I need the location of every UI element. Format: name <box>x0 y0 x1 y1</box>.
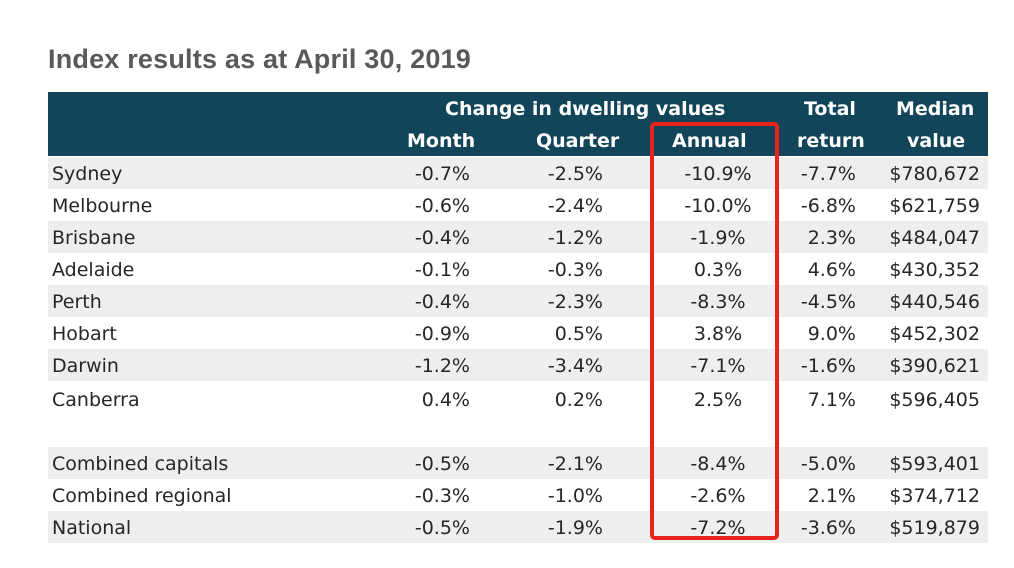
row-median-value: $621,759 <box>889 195 980 217</box>
row-quarter: -2.4% <box>547 195 603 217</box>
row-total-return: -7.7% <box>800 163 856 185</box>
row-name: National <box>52 517 132 539</box>
row-name: Melbourne <box>52 195 153 217</box>
row-name: Sydney <box>52 163 123 185</box>
row-month: -0.7% <box>414 163 470 185</box>
table-row: Adelaide -0.1% -0.3% 0.3% 4.6% $430,352 <box>48 253 988 285</box>
row-total-return: -6.8% <box>800 195 856 217</box>
row-month: 0.4% <box>421 389 470 411</box>
row-annual: -7.1% <box>690 355 746 377</box>
table-row: Sydney -0.7% -2.5% -10.9% -7.7% $780,672 <box>48 157 988 189</box>
row-quarter: -2.1% <box>547 453 603 475</box>
row-total-return: 2.1% <box>807 485 856 507</box>
row-quarter: -1.2% <box>547 227 603 249</box>
header-annual: Annual <box>672 130 747 152</box>
row-name: Combined regional <box>52 485 232 507</box>
header-total-line2: return <box>797 130 865 152</box>
page-title: Index results as at April 30, 2019 <box>48 44 472 74</box>
row-total-return: -4.5% <box>800 291 856 313</box>
row-quarter: -2.5% <box>547 163 603 185</box>
row-quarter: -3.4% <box>547 355 603 377</box>
row-month: -0.4% <box>414 291 470 313</box>
row-annual: 0.3% <box>693 259 743 281</box>
row-name: Combined capitals <box>52 453 229 475</box>
table-row: Canberra 0.4% 0.2% 2.5% 7.1% $596,405 <box>48 383 988 415</box>
row-quarter: -1.0% <box>547 485 603 507</box>
row-annual: -2.6% <box>690 485 746 507</box>
row-month: -0.6% <box>414 195 470 217</box>
row-median-value: $452,302 <box>889 323 980 345</box>
row-month: -1.2% <box>414 355 470 377</box>
table-row: National -0.5% -1.9% -7.2% -3.6% $519,87… <box>48 511 988 543</box>
row-median-value: $519,879 <box>889 517 980 539</box>
row-median-value: $484,047 <box>889 227 980 249</box>
header-total-line1: Total <box>804 98 856 120</box>
row-month: -0.5% <box>414 517 470 539</box>
row-quarter: 0.2% <box>554 389 603 411</box>
row-annual: -1.9% <box>690 227 746 249</box>
row-name: Darwin <box>52 355 119 377</box>
table-row: Darwin -1.2% -3.4% -7.1% -1.6% $390,621 <box>48 349 988 381</box>
row-total-return: 9.0% <box>807 323 856 345</box>
row-annual: -10.9% <box>684 163 752 185</box>
row-median-value: $374,712 <box>889 485 980 507</box>
row-total-return: -1.6% <box>800 355 856 377</box>
header-median-line1: Median <box>896 98 975 120</box>
row-quarter: -2.3% <box>547 291 603 313</box>
row-median-value: $780,672 <box>889 163 980 185</box>
table-row: Perth -0.4% -2.3% -8.3% -4.5% $440,546 <box>48 285 988 317</box>
row-total-return: -5.0% <box>800 453 856 475</box>
row-annual: -10.0% <box>684 195 752 217</box>
row-quarter: -0.3% <box>547 259 603 281</box>
row-annual: 3.8% <box>693 323 743 345</box>
row-quarter: -1.9% <box>547 517 603 539</box>
row-name: Perth <box>52 291 102 313</box>
table-row: Melbourne -0.6% -2.4% -10.0% -6.8% $621,… <box>48 189 988 221</box>
table-row: Brisbane -0.4% -1.2% -1.9% 2.3% $484,047 <box>48 221 988 253</box>
row-month: -0.1% <box>414 259 470 281</box>
table-row: Hobart -0.9% 0.5% 3.8% 9.0% $452,302 <box>48 317 988 349</box>
row-quarter: 0.5% <box>554 323 603 345</box>
row-month: -0.5% <box>414 453 470 475</box>
row-annual: -7.2% <box>690 517 746 539</box>
row-median-value: $593,401 <box>889 453 980 475</box>
header-month: Month <box>407 130 476 152</box>
table-row: Combined regional -0.3% -1.0% -2.6% 2.1%… <box>48 479 988 511</box>
row-median-value: $596,405 <box>889 389 980 411</box>
row-annual: -8.3% <box>690 291 746 313</box>
row-median-value: $440,546 <box>889 291 980 313</box>
annual-column-highlight <box>650 122 779 540</box>
row-median-value: $390,621 <box>889 355 980 377</box>
row-name: Brisbane <box>52 227 136 249</box>
table-row: Combined capitals -0.5% -2.1% -8.4% -5.0… <box>48 447 988 479</box>
row-total-return: 2.3% <box>807 227 856 249</box>
row-median-value: $430,352 <box>889 259 980 281</box>
row-annual: 2.5% <box>693 389 743 411</box>
row-month: -0.3% <box>414 485 470 507</box>
header-quarter: Quarter <box>536 130 620 152</box>
row-month: -0.4% <box>414 227 470 249</box>
header-group-label: Change in dwelling values <box>445 98 726 120</box>
row-total-return: 4.6% <box>807 259 856 281</box>
table-header: Change in dwelling values Month Quarter … <box>48 92 988 156</box>
row-month: -0.9% <box>414 323 470 345</box>
row-total-return: 7.1% <box>807 389 856 411</box>
header-median-line2: value <box>907 130 966 152</box>
row-total-return: -3.6% <box>800 517 856 539</box>
row-name: Adelaide <box>52 259 135 281</box>
row-name: Canberra <box>52 389 140 411</box>
row-name: Hobart <box>52 323 117 345</box>
row-annual: -8.4% <box>690 453 746 475</box>
